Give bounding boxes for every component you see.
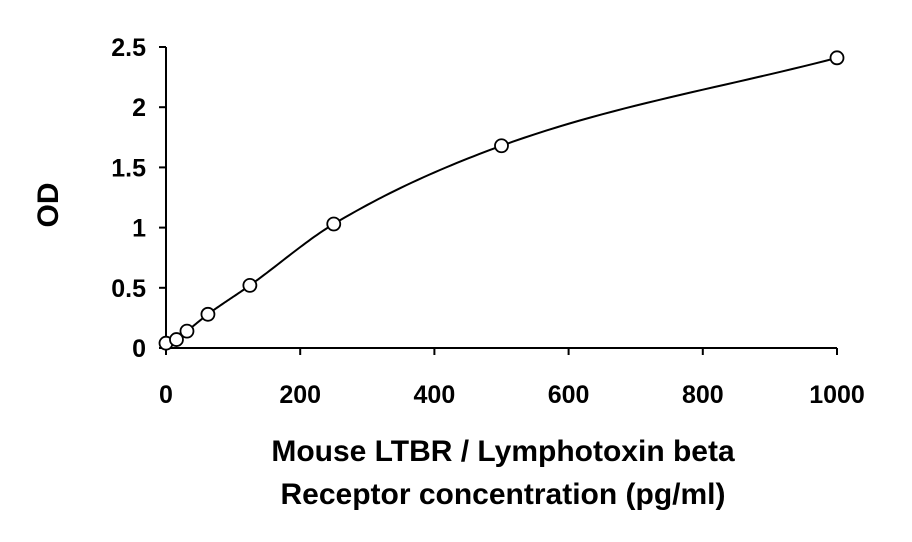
y-tick-label: 0 [132,335,146,363]
points-layer [158,50,845,351]
trend-curve [165,56,838,345]
data-point [326,216,342,232]
x-axis-title-line-1: Mouse LTBR / Lymphotoxin beta [271,435,735,468]
data-point [494,138,509,154]
x-tick-label: 0 [159,381,173,409]
y-tick-label: 2 [132,94,146,122]
y-tick-label: 1.5 [111,154,146,182]
y-tick-label: 2.5 [111,34,146,62]
data-point [169,332,184,347]
data-point [179,323,195,339]
x-tick-label: 600 [548,381,590,409]
data-point [829,50,845,66]
y-axis-title: OD [32,183,65,228]
data-point [242,277,258,293]
x-tick-label: 200 [279,381,321,409]
data-point [200,306,216,322]
y-ticks: 0 0.5 1 1.5 2 2.5 [111,34,166,363]
x-ticks: 0 200 400 600 800 1000 [159,348,865,409]
x-axis-title-line-2: Receptor concentration (pg/ml) [280,478,725,511]
x-tick-label: 800 [682,381,724,409]
axes [165,47,837,349]
x-tick-label: 400 [414,381,456,409]
y-tick-label: 0.5 [111,275,146,303]
y-tick-label: 1 [132,215,146,243]
curve-layer [165,56,838,345]
x-tick-label: 1000 [809,381,865,409]
